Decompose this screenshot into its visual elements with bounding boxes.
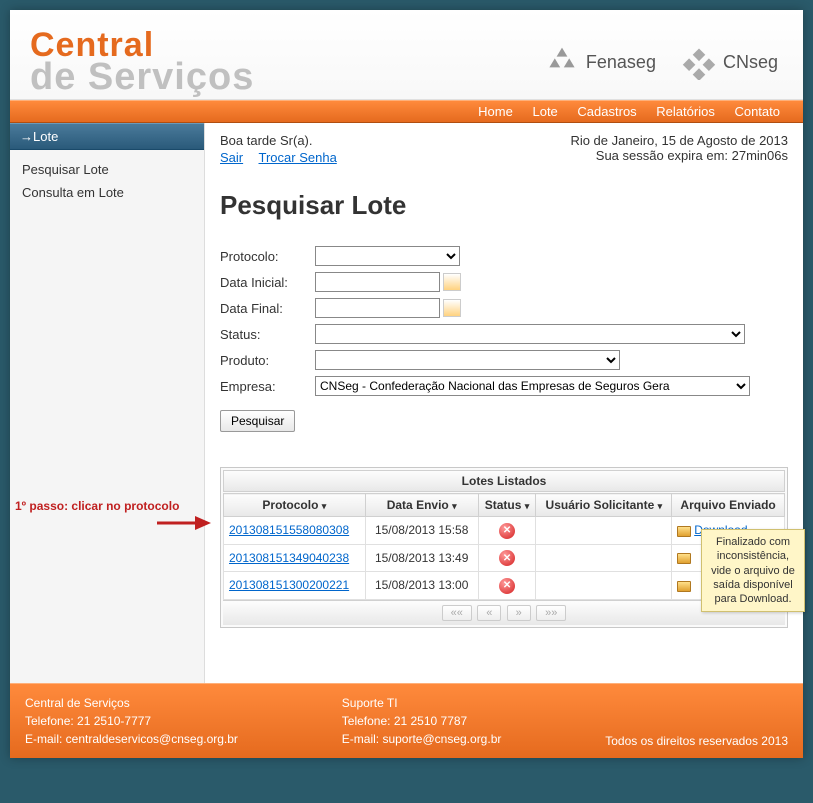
fenaseg-label: Fenaseg — [586, 52, 656, 73]
label-protocolo: Protocolo: — [220, 249, 315, 264]
tooltip-finalizado: Finalizado com inconsistência, vide o ar… — [701, 529, 805, 612]
app-window: Central de Serviços Fenaseg CNseg — [10, 10, 803, 758]
pager-last[interactable]: »» — [536, 605, 566, 621]
sort-icon: ▾ — [658, 501, 663, 511]
nav-home[interactable]: Home — [478, 104, 513, 119]
sidebar-item-consulta-lote[interactable]: Consulta em Lote — [10, 181, 204, 204]
annotation-step1: 1º passo: clicar no protocolo — [15, 499, 215, 513]
results-title: Lotes Listados — [223, 470, 785, 492]
cell-data-envio: 15/08/2013 13:00 — [365, 572, 478, 600]
select-status[interactable] — [315, 324, 745, 344]
footer-col-central: Central de Serviços Telefone: 21 2510-77… — [25, 694, 238, 748]
fenaseg-icon — [544, 44, 580, 80]
input-protocolo[interactable] — [315, 246, 460, 266]
input-data-final[interactable] — [315, 298, 440, 318]
page-title: Pesquisar Lote — [220, 190, 788, 221]
label-data-final: Data Final: — [220, 301, 315, 316]
footer-rights: Todos os direitos reservados 2013 — [605, 734, 788, 748]
session-expiry: Sua sessão expira em: 27min06s — [570, 148, 788, 163]
calendar-icon[interactable] — [443, 299, 461, 317]
cell-usuario — [536, 544, 672, 572]
main-content: 1º passo: clicar no protocolo Boa tarde … — [205, 123, 803, 683]
sort-icon: ▾ — [452, 501, 457, 511]
nav-relatorios[interactable]: Relatórios — [656, 104, 715, 119]
protocolo-link[interactable]: 201308151349040238 — [229, 551, 349, 565]
cnseg-brand: CNseg — [681, 44, 778, 80]
footer-central-email: E-mail: centraldeservicos@cnseg.org.br — [25, 730, 238, 748]
col-data-envio[interactable]: Data Envio ▾ — [365, 494, 478, 517]
pager-first[interactable]: «« — [442, 605, 472, 621]
partner-logos: Fenaseg CNseg — [544, 44, 778, 80]
folder-icon — [677, 526, 691, 537]
logo-line2: de Serviços — [30, 60, 254, 94]
col-arquivo: Arquivo Enviado — [672, 494, 785, 517]
top-line: Boa tarde Sr(a). Sair Trocar Senha Rio d… — [220, 133, 788, 165]
input-data-inicial[interactable] — [315, 272, 440, 292]
footer: Central de Serviços Telefone: 21 2510-77… — [10, 683, 803, 758]
protocolo-link[interactable]: 201308151558080308 — [229, 523, 349, 537]
link-trocar[interactable]: Trocar Senha — [259, 150, 337, 165]
status-error-icon: ✕ — [499, 523, 515, 539]
session-info: Rio de Janeiro, 15 de Agosto de 2013 Sua… — [570, 133, 788, 165]
label-data-inicial: Data Inicial: — [220, 275, 315, 290]
col-protocolo[interactable]: Protocolo ▾ — [224, 494, 366, 517]
label-produto: Produto: — [220, 353, 315, 368]
pager-next[interactable]: » — [507, 605, 531, 621]
status-error-icon: ✕ — [499, 578, 515, 594]
col-usuario[interactable]: Usuário Solicitante ▾ — [536, 494, 672, 517]
sidebar-item-pesquisar-lote[interactable]: Pesquisar Lote — [10, 158, 204, 181]
sort-icon: ▾ — [525, 501, 530, 511]
annotation-arrow-icon — [155, 513, 211, 533]
greeting-text: Boa tarde Sr(a). — [220, 133, 349, 148]
cnseg-label: CNseg — [723, 52, 778, 73]
protocolo-link[interactable]: 201308151300200221 — [229, 578, 349, 592]
footer-suporte-tel: Telefone: 21 2510 7787 — [342, 712, 502, 730]
nav-bar: Home Lote Cadastros Relatórios Contato — [10, 100, 803, 123]
pager-prev[interactable]: « — [477, 605, 501, 621]
folder-icon — [677, 553, 691, 564]
label-empresa: Empresa: — [220, 379, 315, 394]
cnseg-icon — [681, 44, 717, 80]
location-date: Rio de Janeiro, 15 de Agosto de 2013 — [570, 133, 788, 148]
body: →Lote Pesquisar Lote Consulta em Lote 1º… — [10, 123, 803, 683]
nav-contato[interactable]: Contato — [734, 104, 780, 119]
cell-usuario — [536, 517, 672, 545]
cell-usuario — [536, 572, 672, 600]
col-status[interactable]: Status ▾ — [478, 494, 536, 517]
status-error-icon: ✕ — [499, 550, 515, 566]
folder-icon — [677, 581, 691, 592]
greeting-block: Boa tarde Sr(a). Sair Trocar Senha — [220, 133, 349, 165]
fenaseg-brand: Fenaseg — [544, 44, 656, 80]
search-form: Protocolo: Data Inicial: Data Final: Sta… — [220, 246, 788, 432]
logo: Central de Serviços — [30, 30, 254, 95]
sort-icon: ▾ — [322, 501, 327, 511]
pesquisar-button[interactable]: Pesquisar — [220, 410, 295, 432]
sidebar: →Lote Pesquisar Lote Consulta em Lote — [10, 123, 205, 683]
cell-data-envio: 15/08/2013 13:49 — [365, 544, 478, 572]
cell-data-envio: 15/08/2013 15:58 — [365, 517, 478, 545]
footer-central-tel: Telefone: 21 2510-7777 — [25, 712, 238, 730]
footer-suporte-email: E-mail: suporte@cnseg.org.br — [342, 730, 502, 748]
nav-cadastros[interactable]: Cadastros — [577, 104, 636, 119]
sidebar-head-lote[interactable]: →Lote — [10, 123, 204, 150]
nav-lote[interactable]: Lote — [532, 104, 557, 119]
calendar-icon[interactable] — [443, 273, 461, 291]
select-produto[interactable] — [315, 350, 620, 370]
header: Central de Serviços Fenaseg CNseg — [10, 10, 803, 100]
session-links: Sair Trocar Senha — [220, 150, 349, 165]
select-empresa[interactable]: CNSeg - Confederação Nacional das Empres… — [315, 376, 750, 396]
footer-central-title: Central de Serviços — [25, 694, 238, 712]
footer-col-suporte: Suporte TI Telefone: 21 2510 7787 E-mail… — [342, 694, 502, 748]
link-sair[interactable]: Sair — [220, 150, 243, 165]
label-status: Status: — [220, 327, 315, 342]
footer-suporte-title: Suporte TI — [342, 694, 502, 712]
